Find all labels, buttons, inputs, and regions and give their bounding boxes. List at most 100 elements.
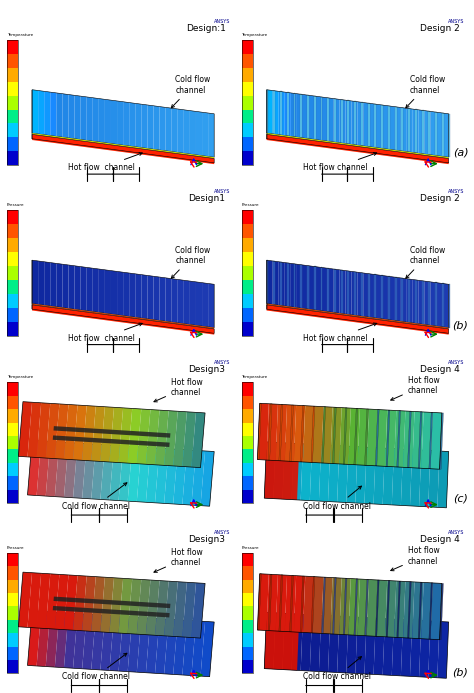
- Bar: [7, 238, 18, 252]
- Polygon shape: [347, 100, 349, 144]
- Polygon shape: [38, 261, 44, 305]
- Polygon shape: [182, 412, 196, 467]
- Polygon shape: [279, 575, 283, 631]
- Polygon shape: [279, 262, 285, 306]
- Polygon shape: [430, 412, 442, 469]
- Polygon shape: [32, 134, 214, 164]
- Polygon shape: [266, 305, 449, 335]
- Polygon shape: [285, 263, 291, 307]
- Polygon shape: [356, 447, 367, 504]
- Polygon shape: [439, 413, 444, 469]
- Polygon shape: [328, 615, 339, 672]
- Polygon shape: [285, 405, 296, 462]
- Bar: [7, 68, 18, 82]
- Polygon shape: [443, 283, 449, 328]
- Polygon shape: [346, 270, 352, 315]
- Bar: [242, 579, 253, 593]
- Bar: [7, 579, 18, 593]
- Polygon shape: [279, 91, 285, 136]
- Polygon shape: [273, 91, 279, 134]
- Text: Design3: Design3: [189, 365, 226, 374]
- Bar: [242, 383, 253, 503]
- Polygon shape: [273, 261, 279, 305]
- Polygon shape: [73, 575, 87, 631]
- Bar: [7, 40, 18, 165]
- Polygon shape: [202, 283, 208, 327]
- Polygon shape: [294, 576, 305, 633]
- Polygon shape: [91, 615, 105, 670]
- Polygon shape: [53, 435, 170, 447]
- Polygon shape: [375, 580, 379, 636]
- Polygon shape: [348, 408, 360, 465]
- Polygon shape: [408, 581, 411, 638]
- Polygon shape: [376, 580, 387, 637]
- Polygon shape: [290, 405, 293, 462]
- Polygon shape: [81, 96, 87, 141]
- Polygon shape: [266, 574, 278, 631]
- Polygon shape: [290, 575, 293, 632]
- Bar: [7, 633, 18, 647]
- Polygon shape: [383, 448, 394, 505]
- Polygon shape: [321, 267, 327, 312]
- Polygon shape: [394, 107, 400, 151]
- Bar: [242, 476, 253, 489]
- Text: Cold flow
channel: Cold flow channel: [406, 75, 445, 108]
- Polygon shape: [208, 113, 214, 157]
- Polygon shape: [315, 267, 321, 311]
- Bar: [242, 252, 253, 266]
- Polygon shape: [397, 411, 401, 467]
- Polygon shape: [46, 441, 59, 497]
- Polygon shape: [64, 613, 78, 668]
- Polygon shape: [334, 269, 336, 313]
- Bar: [242, 660, 253, 674]
- Text: (b): (b): [453, 321, 468, 331]
- Polygon shape: [190, 281, 196, 325]
- Polygon shape: [111, 100, 117, 144]
- Polygon shape: [327, 98, 329, 141]
- Bar: [7, 123, 18, 137]
- Polygon shape: [428, 281, 430, 325]
- Text: Hot flow  channel: Hot flow channel: [68, 152, 142, 172]
- Text: ANSYS: ANSYS: [214, 189, 230, 195]
- Polygon shape: [118, 616, 132, 672]
- Polygon shape: [356, 617, 367, 674]
- Polygon shape: [368, 103, 370, 146]
- Polygon shape: [381, 105, 383, 148]
- Polygon shape: [173, 620, 187, 675]
- Polygon shape: [428, 450, 439, 507]
- Bar: [7, 476, 18, 489]
- Bar: [242, 137, 253, 151]
- Polygon shape: [303, 405, 314, 462]
- Polygon shape: [32, 133, 214, 159]
- Polygon shape: [38, 91, 44, 134]
- Polygon shape: [370, 274, 376, 318]
- Bar: [242, 210, 253, 225]
- Text: ANSYS: ANSYS: [448, 360, 465, 365]
- Polygon shape: [449, 114, 450, 157]
- Polygon shape: [354, 579, 358, 635]
- Bar: [7, 660, 18, 674]
- Polygon shape: [438, 451, 449, 508]
- Polygon shape: [419, 280, 424, 324]
- Polygon shape: [357, 272, 364, 317]
- Polygon shape: [314, 96, 316, 139]
- Polygon shape: [392, 619, 403, 676]
- Polygon shape: [291, 263, 297, 308]
- Polygon shape: [321, 97, 327, 141]
- Bar: [242, 40, 253, 54]
- Bar: [242, 40, 253, 165]
- Polygon shape: [82, 576, 96, 631]
- Bar: [242, 238, 253, 252]
- Polygon shape: [357, 409, 369, 466]
- Text: Hot flow  channel: Hot flow channel: [68, 323, 142, 342]
- Polygon shape: [415, 280, 417, 323]
- Polygon shape: [266, 404, 278, 461]
- Bar: [7, 423, 18, 436]
- Polygon shape: [419, 450, 430, 507]
- Polygon shape: [257, 574, 261, 630]
- Bar: [242, 463, 253, 476]
- Polygon shape: [202, 112, 208, 157]
- Polygon shape: [337, 446, 348, 502]
- Polygon shape: [347, 271, 349, 315]
- Bar: [242, 266, 253, 280]
